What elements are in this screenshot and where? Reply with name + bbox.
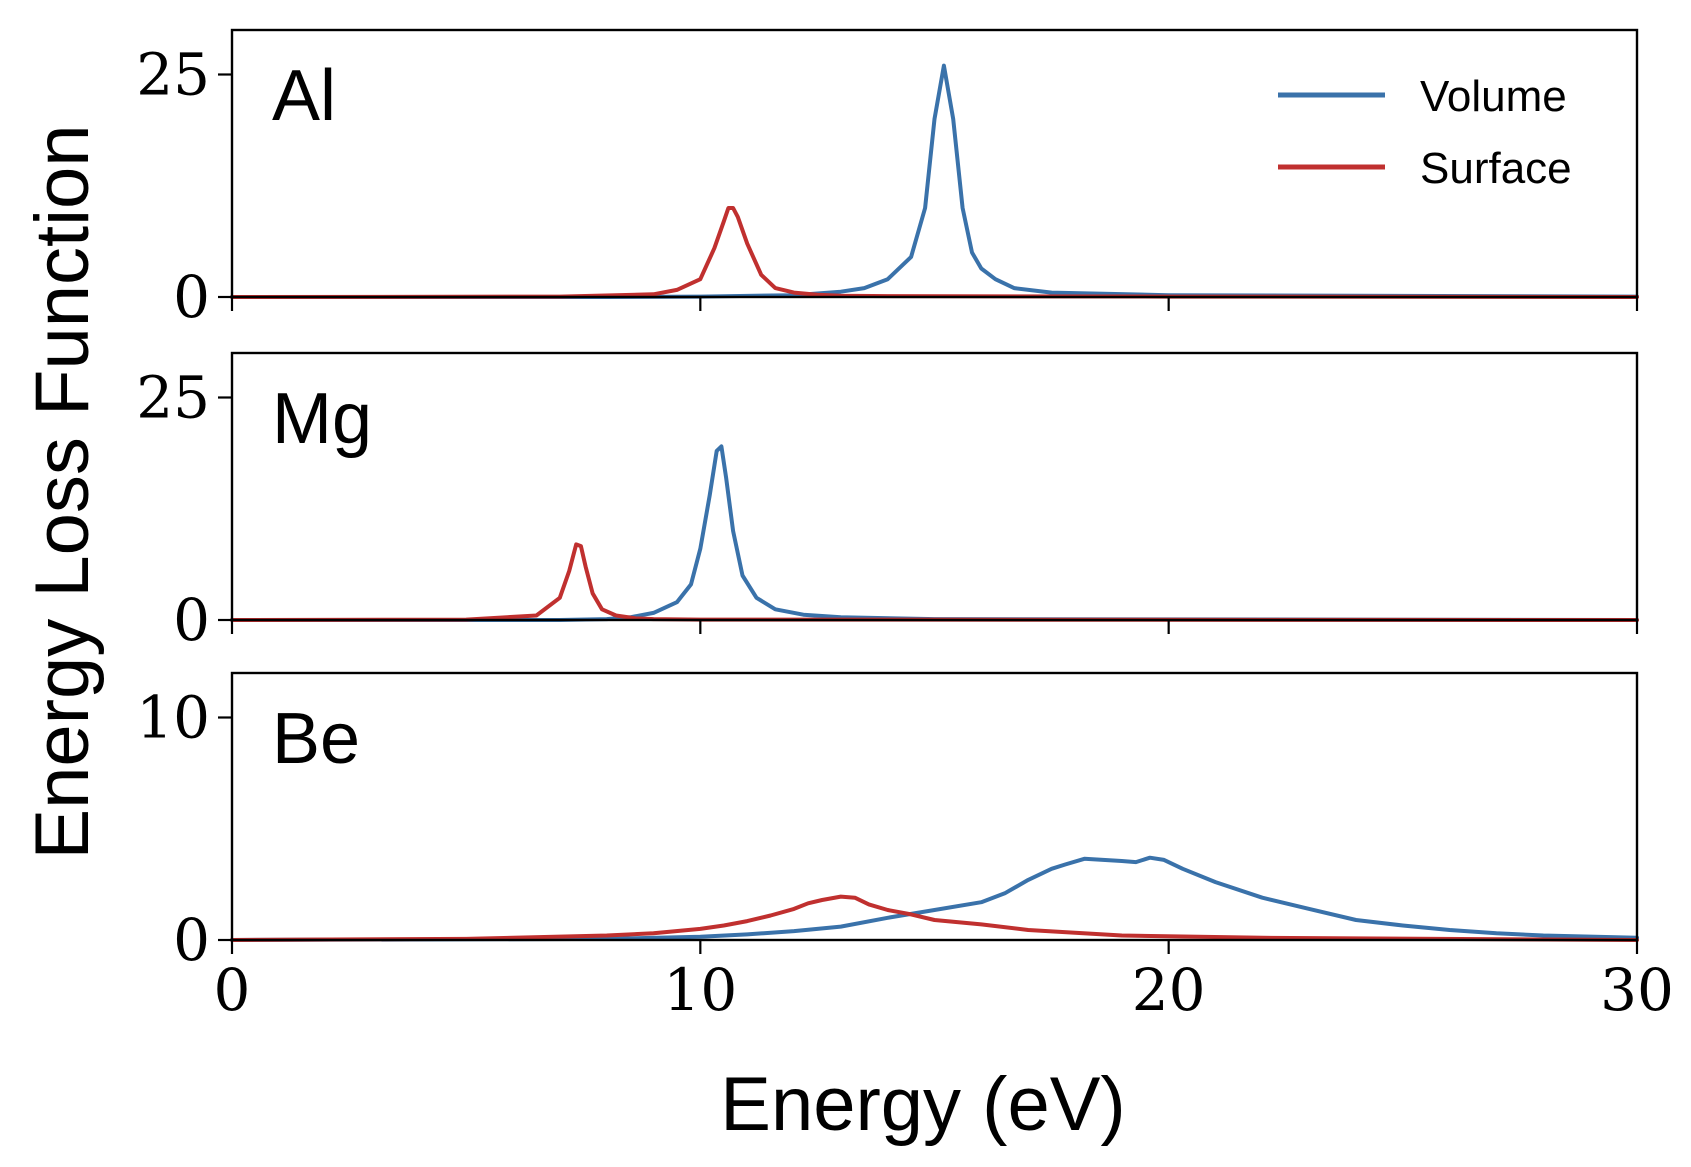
y-tick-label: 25 (136, 364, 210, 432)
legend: Volume Surface (1278, 72, 1572, 193)
legend-label-volume: Volume (1420, 72, 1567, 121)
series-surface-line-be (230, 894, 1639, 942)
series-volume-line-mg (230, 444, 1639, 622)
x-tick-label: 20 (1132, 956, 1206, 1024)
series-volume-line-be (230, 855, 1639, 942)
y-tick-label: 0 (173, 263, 210, 331)
x-tick-label: 10 (663, 956, 737, 1024)
x-tick-label: 30 (1600, 956, 1674, 1024)
panel-be: 0 10 0 10 20 30 Be (136, 671, 1674, 1024)
panel-label-be: Be (272, 699, 360, 779)
y-tick-label: 10 (136, 684, 210, 752)
panel-mg: 0 25 Mg (136, 351, 1639, 654)
y-tick-label: 25 (136, 41, 210, 109)
y-axis-title: Energy Loss Function (20, 124, 105, 859)
y-tick-label: 0 (173, 586, 210, 654)
legend-label-surface: Surface (1420, 144, 1572, 193)
y-tick-label: 0 (173, 906, 210, 974)
panel-al: 0 25 Al (136, 28, 1639, 331)
series-surface-line-al (230, 206, 1639, 299)
axes-frame-al (230, 28, 1639, 299)
panels-group: 0 25 Al 0 25 Mg 0 10 0 10 20 30 Be (136, 28, 1674, 1024)
x-tick-label: 0 (214, 956, 251, 1024)
x-axis-title: Energy (eV) (720, 1062, 1126, 1147)
axes-frame-mg (230, 351, 1639, 622)
panel-label-al: Al (272, 56, 336, 136)
axes-frame-be (230, 671, 1639, 942)
series-surface-line-mg (230, 542, 1639, 622)
panel-label-mg: Mg (272, 379, 372, 459)
